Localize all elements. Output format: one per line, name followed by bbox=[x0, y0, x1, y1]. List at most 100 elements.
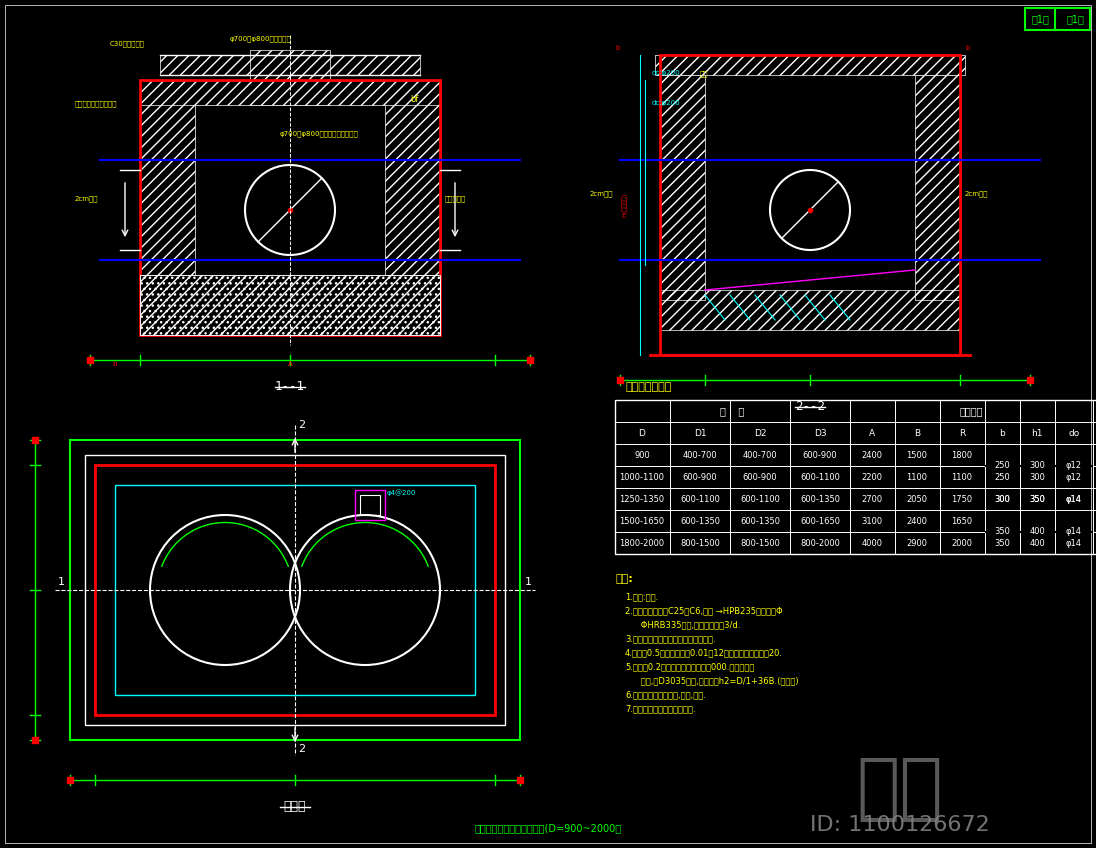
Bar bbox=[660, 290, 960, 330]
Text: B: B bbox=[914, 428, 920, 438]
Text: 300: 300 bbox=[994, 494, 1009, 504]
Text: 2--2: 2--2 bbox=[795, 400, 825, 413]
Bar bbox=[140, 80, 439, 105]
Text: A: A bbox=[287, 361, 293, 367]
Text: 1800: 1800 bbox=[951, 450, 972, 460]
Text: 800-2000: 800-2000 bbox=[800, 538, 840, 548]
Bar bbox=[250, 50, 330, 105]
Bar bbox=[615, 400, 1096, 554]
Text: 600-1350: 600-1350 bbox=[680, 516, 720, 526]
Text: 1800-2000: 1800-2000 bbox=[619, 538, 664, 548]
Text: 2400: 2400 bbox=[906, 516, 927, 526]
Bar bbox=[1025, 8, 1091, 30]
Text: 3.底板、井壁纵横钢筋上双层双向布置.: 3.底板、井壁纵横钢筋上双层双向布置. bbox=[625, 634, 716, 643]
Text: b: b bbox=[113, 361, 117, 367]
Text: 800-1500: 800-1500 bbox=[740, 538, 780, 548]
Text: 600-1350: 600-1350 bbox=[740, 516, 780, 526]
Text: 1.单位:毫米.: 1.单位:毫米. bbox=[625, 592, 659, 601]
Text: 平面图: 平面图 bbox=[284, 800, 306, 813]
Text: b: b bbox=[1000, 428, 1005, 438]
Text: φ14: φ14 bbox=[1066, 494, 1082, 504]
Text: 4000: 4000 bbox=[861, 538, 882, 548]
Text: 1100: 1100 bbox=[951, 472, 972, 482]
Text: 2cm抹角: 2cm抹角 bbox=[964, 190, 989, 197]
Text: b: b bbox=[615, 45, 619, 51]
Text: dc:φ200: dc:φ200 bbox=[652, 100, 681, 106]
Text: 2: 2 bbox=[298, 744, 305, 754]
Text: 300: 300 bbox=[1029, 472, 1044, 482]
Text: φ14: φ14 bbox=[1066, 538, 1082, 548]
Text: 2700: 2700 bbox=[861, 494, 882, 504]
Text: φ700或φ800井算及支座: φ700或φ800井算及支座 bbox=[230, 35, 292, 42]
Text: 第1页: 第1页 bbox=[1031, 14, 1049, 24]
Bar bbox=[85, 455, 505, 725]
Text: 2: 2 bbox=[298, 420, 305, 430]
Text: 1100: 1100 bbox=[906, 472, 927, 482]
Text: 350: 350 bbox=[1029, 494, 1044, 504]
Text: 400-700: 400-700 bbox=[743, 450, 777, 460]
Bar bbox=[355, 490, 385, 520]
Text: 做好: 做好 bbox=[700, 70, 708, 76]
Text: 2000: 2000 bbox=[951, 538, 972, 548]
Text: 1--1: 1--1 bbox=[275, 380, 305, 393]
Bar bbox=[140, 80, 439, 335]
Text: φ12: φ12 bbox=[1066, 461, 1082, 471]
Text: 400: 400 bbox=[1029, 527, 1044, 537]
Text: 1650: 1650 bbox=[951, 516, 972, 526]
Text: φ14: φ14 bbox=[1066, 494, 1082, 504]
Bar bbox=[160, 55, 420, 75]
Text: φ12: φ12 bbox=[1066, 472, 1082, 482]
Text: 600-1100: 600-1100 bbox=[680, 494, 720, 504]
Text: D3: D3 bbox=[813, 428, 826, 438]
Text: 350: 350 bbox=[1029, 494, 1044, 504]
Text: 矩形钢筋混: 矩形钢筋混 bbox=[445, 195, 466, 202]
Bar bbox=[359, 495, 380, 515]
Text: 2050: 2050 bbox=[906, 494, 927, 504]
Text: 2900: 2900 bbox=[906, 538, 927, 548]
Text: 600-900: 600-900 bbox=[743, 472, 777, 482]
Text: 1000-1100: 1000-1100 bbox=[619, 472, 664, 482]
Text: 600-1100: 600-1100 bbox=[800, 472, 840, 482]
Text: 1250-1350: 1250-1350 bbox=[619, 494, 664, 504]
Text: 1500: 1500 bbox=[906, 450, 927, 460]
Text: 3100: 3100 bbox=[861, 516, 882, 526]
Bar bbox=[660, 75, 705, 300]
Text: ΦHRB335钢筋,钢筋间距见上3/d.: ΦHRB335钢筋,钢筋间距见上3/d. bbox=[625, 620, 741, 629]
Bar bbox=[915, 75, 960, 300]
Text: do: do bbox=[1069, 428, 1080, 438]
Text: 400: 400 bbox=[1029, 538, 1044, 548]
Text: C30混凝土步面: C30混凝土步面 bbox=[110, 40, 145, 47]
Text: 7.清理钢针专钢铁筋到混凝图.: 7.清理钢针专钢铁筋到混凝图. bbox=[625, 704, 696, 713]
Bar bbox=[660, 55, 960, 355]
Text: 800-1500: 800-1500 bbox=[680, 538, 720, 548]
Text: 共1页: 共1页 bbox=[1066, 14, 1084, 24]
Bar bbox=[140, 275, 439, 335]
Text: 2cm抹角: 2cm抹角 bbox=[590, 190, 614, 197]
Text: h1: h1 bbox=[1031, 428, 1042, 438]
Text: 各部尺寸: 各部尺寸 bbox=[959, 406, 983, 416]
Text: dc:φ200: dc:φ200 bbox=[652, 70, 681, 76]
Text: D2: D2 bbox=[754, 428, 766, 438]
Text: 400-700: 400-700 bbox=[683, 450, 717, 460]
Text: 做到,为D3035以处,其相机端h2=D/1+36B.(为钢筋): 做到,为D3035以处,其相机端h2=D/1+36B.(为钢筋) bbox=[625, 676, 799, 685]
Text: φ4@200: φ4@200 bbox=[387, 489, 416, 496]
Bar bbox=[70, 440, 520, 740]
Text: 2400: 2400 bbox=[861, 450, 882, 460]
Text: 矩形钢筋混凝土雨水检查井(D=900~2000）: 矩形钢筋混凝土雨水检查井(D=900~2000） bbox=[475, 823, 621, 833]
Text: 600-900: 600-900 bbox=[683, 472, 717, 482]
Text: 5.每次浇0.2围绕钢结构整体一转到000.处理不钢缝: 5.每次浇0.2围绕钢结构整体一转到000.处理不钢缝 bbox=[625, 662, 754, 671]
Bar bbox=[385, 80, 439, 275]
Text: 4.混凝土0.5处边界宽度为0.01以12分钟左边对折面积为20.: 4.混凝土0.5处边界宽度为0.01以12分钟左边对折面积为20. bbox=[625, 648, 783, 657]
Bar bbox=[115, 485, 475, 695]
Text: φ14: φ14 bbox=[1066, 527, 1082, 537]
Text: 说明:: 说明: bbox=[615, 574, 632, 584]
Text: 1750: 1750 bbox=[951, 494, 972, 504]
Text: 300: 300 bbox=[1029, 461, 1044, 471]
Text: 900: 900 bbox=[635, 450, 650, 460]
Text: 350: 350 bbox=[994, 527, 1009, 537]
Text: φ700或φ800预制钢筋混凝土井筒: φ700或φ800预制钢筋混凝土井筒 bbox=[279, 130, 358, 137]
Bar bbox=[140, 275, 439, 335]
Text: 1500-1650: 1500-1650 bbox=[619, 516, 664, 526]
Text: 1: 1 bbox=[525, 577, 532, 587]
Text: H(待定边界): H(待定边界) bbox=[623, 192, 628, 217]
